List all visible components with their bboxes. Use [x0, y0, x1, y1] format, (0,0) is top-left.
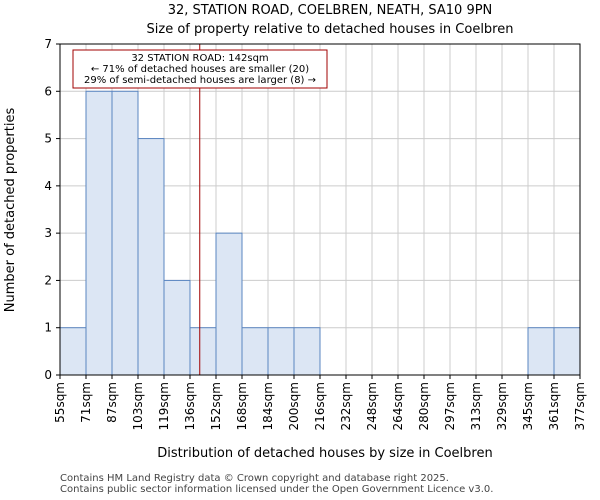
- x-tick-label: 55sqm: [53, 382, 67, 423]
- footer-attribution-2: Contains public sector information licen…: [60, 484, 494, 495]
- bars: [59, 90, 581, 376]
- x-tick-label: 280sqm: [417, 382, 431, 430]
- bar: [59, 327, 87, 376]
- bar: [527, 327, 555, 376]
- x-tick-label: 87sqm: [105, 382, 119, 423]
- y-tick-label: 7: [44, 37, 52, 51]
- x-tick-label: 313sqm: [469, 382, 483, 430]
- annotation-line-2: ← 71% of detached houses are smaller (20…: [91, 64, 309, 75]
- y-tick-label: 2: [44, 273, 52, 287]
- y-tick-label: 0: [44, 368, 52, 382]
- histogram-chart: 32, STATION ROAD, COELBREN, NEATH, SA10 …: [3, 3, 587, 461]
- x-tick-label: 329sqm: [495, 382, 509, 430]
- bar: [293, 327, 321, 376]
- x-tick-label: 152sqm: [209, 382, 223, 430]
- x-tick-label: 264sqm: [391, 382, 405, 430]
- x-tick-label: 297sqm: [443, 382, 457, 430]
- footer-attribution-1: Contains HM Land Registry data © Crown c…: [60, 473, 449, 484]
- bar: [163, 279, 191, 376]
- x-tick-label: 216sqm: [313, 382, 327, 430]
- y-tick-label: 3: [44, 226, 52, 240]
- x-tick-label: 103sqm: [131, 382, 145, 430]
- bar: [85, 90, 113, 376]
- x-tick-label: 71sqm: [79, 382, 93, 423]
- x-tick-label: 119sqm: [157, 382, 171, 430]
- bar: [137, 138, 165, 376]
- x-tick-label: 232sqm: [339, 382, 353, 430]
- y-tick-label: 4: [44, 179, 52, 193]
- bar: [189, 327, 217, 376]
- annotation-frame: [72, 49, 328, 89]
- x-tick-label: 200sqm: [287, 382, 301, 430]
- y-tick-label: 5: [44, 132, 52, 146]
- y-tick-label: 1: [44, 321, 52, 335]
- x-tick-label: 136sqm: [183, 382, 197, 430]
- x-tick-label: 248sqm: [365, 382, 379, 430]
- x-axis-label: Distribution of detached houses by size …: [157, 446, 492, 461]
- annotation-box: 32 STATION ROAD: 142sqm ← 71% of detache…: [72, 49, 328, 89]
- y-axis-label: Number of detached properties: [3, 108, 18, 313]
- x-axis-ticks: 55sqm 71sqm 87sqm 103sqm 119sqm 136sqm 152sqm 1…: [53, 375, 587, 430]
- bar: [215, 232, 243, 376]
- bar: [553, 327, 581, 376]
- bar: [111, 90, 139, 376]
- x-tick-label: 168sqm: [235, 382, 249, 430]
- annotation-line-1: 32 STATION ROAD: 142sqm: [131, 53, 268, 64]
- chart-title: 32, STATION ROAD, COELBREN, NEATH, SA10 …: [168, 3, 493, 18]
- chart-subtitle: Size of property relative to detached ho…: [147, 22, 514, 37]
- x-tick-label: 345sqm: [521, 382, 535, 430]
- x-tick-label: 184sqm: [261, 382, 275, 430]
- y-tick-label: 6: [44, 84, 52, 98]
- annotation-line-3: 29% of semi-detached houses are larger (…: [84, 75, 316, 86]
- y-axis-ticks: 0 1 2 3 4 5 6 7: [44, 37, 60, 382]
- bar: [241, 327, 269, 376]
- bar: [267, 327, 295, 376]
- x-tick-label: 377sqm: [573, 382, 587, 430]
- x-tick-label: 361sqm: [547, 382, 561, 430]
